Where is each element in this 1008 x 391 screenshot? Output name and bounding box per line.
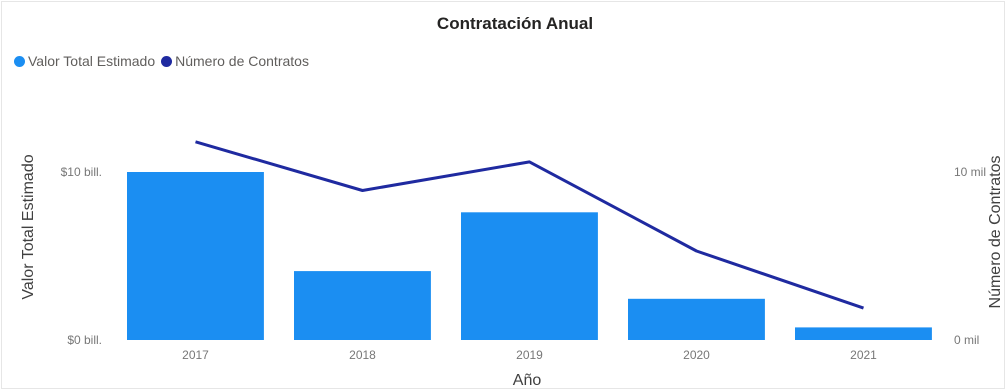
x-tick-label: 2021 [850, 348, 877, 362]
y-axis-title: Valor Total Estimado [20, 154, 37, 299]
bar-2020[interactable] [628, 298, 765, 340]
chart-title: Contratación Anual [436, 14, 594, 33]
line-group [195, 140, 864, 310]
x-tick-labels: 2017 2018 2019 2020 2021 [182, 348, 877, 362]
bar-2017[interactable] [127, 172, 264, 340]
legend-label-contratos: Número de Contratos [175, 53, 309, 69]
x-tick-label: 2018 [349, 348, 376, 362]
line-numero-contratos[interactable] [195, 140, 864, 310]
y-tick-label-right: 0 mil [954, 333, 979, 347]
legend-label-valor: Valor Total Estimado [28, 53, 156, 69]
bar-2018[interactable] [294, 271, 431, 340]
legend-item-contratos[interactable]: Número de Contratos [161, 53, 309, 69]
legend-swatch-valor [14, 55, 25, 67]
y-tick-label-left: $0 bill. [67, 333, 102, 347]
x-tick-label: 2020 [683, 348, 710, 362]
legend-item-valor[interactable]: Valor Total Estimado [14, 53, 155, 69]
y-tick-label-right: 10 mil [954, 165, 986, 179]
x-axis-title: Año [513, 372, 542, 389]
y-tick-label-left: $10 bill. [61, 165, 102, 179]
bar-group [127, 172, 932, 340]
x-tick-label: 2019 [516, 348, 543, 362]
legend-swatch-contratos [161, 55, 173, 67]
bar-2019[interactable] [461, 212, 598, 340]
bar-2021[interactable] [795, 327, 932, 340]
chart-legend: Valor Total Estimado Número de Contratos [14, 53, 315, 69]
x-tick-label: 2017 [182, 348, 209, 362]
y-axis-title-right: Número de Contratos [987, 156, 1004, 309]
